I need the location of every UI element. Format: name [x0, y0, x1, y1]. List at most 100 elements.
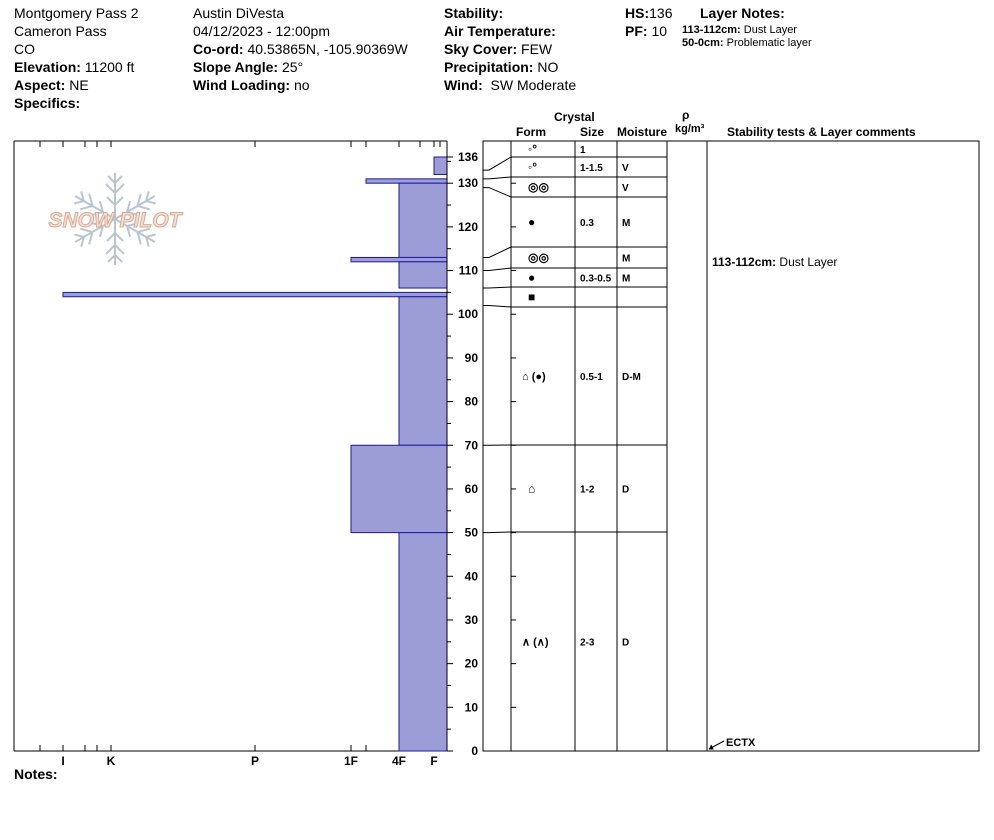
layer-moisture: V — [622, 183, 629, 194]
stability-test-label: ECTX — [726, 737, 756, 749]
layer-table-frame — [482, 140, 980, 752]
layer-connector — [483, 246, 512, 258]
layer-form-glyph: ■ — [528, 290, 535, 304]
layer-form-glyph: ⌂ — [528, 482, 535, 496]
hardness-tick-label: 4F — [392, 754, 406, 768]
density-unit-header: kg/m³ — [675, 123, 705, 135]
depth-tick-label: 0 — [471, 744, 478, 758]
pf-row: PF: 10 — [625, 23, 668, 39]
layer-comment-text: Dust Layer — [776, 255, 837, 269]
layer-size: 1-2 — [580, 485, 595, 496]
layer-comment: 113-112cm: Dust Layer — [712, 255, 837, 269]
comments-header: Stability tests & Layer comments — [727, 125, 916, 139]
depth-tick-label: 40 — [465, 569, 479, 583]
layer-form-glyph: ◎◎ — [528, 251, 549, 265]
layer-size: 1-1.5 — [580, 163, 603, 174]
layer-size: 2-3 — [580, 638, 595, 649]
depth-tick-label: 70 — [465, 438, 479, 452]
depth-tick-label: 100 — [458, 307, 478, 321]
sky-row: Sky Cover: FEW — [444, 41, 553, 57]
layer-moisture: M — [622, 254, 630, 265]
site-area: Cameron Pass — [14, 23, 107, 39]
layer-moisture: M — [622, 274, 630, 285]
depth-tick-label: 60 — [465, 482, 479, 496]
snowflake-arm — [105, 173, 125, 219]
air-temp-row: Air Temperature: — [444, 23, 556, 39]
notes-label: Notes: — [14, 766, 58, 782]
hardness-tick-label: K — [107, 754, 116, 768]
datetime: 04/12/2023 - 12:00pm — [193, 23, 330, 39]
hs-row: HS:136 — [625, 5, 673, 21]
layer-moisture: M — [622, 218, 630, 229]
layer-moisture: D-M — [622, 372, 641, 383]
hardness-tick-label: I — [61, 754, 64, 768]
hardness-bar — [398, 261, 448, 289]
snowpilot-logo: SNOW PILOT — [48, 173, 184, 265]
hardness-tick-label: 1F — [344, 754, 358, 768]
hardness-tick-label: P — [251, 754, 259, 768]
layer-connector — [483, 156, 512, 171]
layer-connector — [483, 267, 512, 272]
aspect-row: Aspect: NE — [14, 77, 89, 93]
snowflake-arm — [74, 191, 116, 220]
hardness-bar — [62, 291, 448, 298]
depth-tick-label: 50 — [465, 526, 479, 540]
layer-moisture: D — [622, 638, 629, 649]
snowflake-arm — [105, 219, 125, 265]
layer-connector — [483, 286, 512, 289]
size-header: Size — [580, 125, 605, 139]
hardness-bar — [350, 444, 448, 534]
hardness-bar — [398, 532, 448, 752]
layer-connector — [483, 305, 512, 308]
snowflake-arm — [114, 218, 156, 247]
crystal-header: Crystal — [554, 110, 595, 124]
slope-row: Slope Angle: 25° — [193, 59, 304, 75]
hardness-bar — [365, 178, 448, 184]
layer-connector — [483, 176, 512, 180]
layer-notes-label: Layer Notes: — [700, 5, 785, 21]
form-header: Form — [516, 125, 546, 139]
depth-tick-label: 90 — [465, 351, 479, 365]
snowflake-arm — [114, 191, 156, 220]
coord-row: Co-ord: 40.53865N, -105.90369W — [193, 41, 408, 57]
stability-test-arrowhead — [709, 744, 714, 750]
hardness-bar — [350, 256, 448, 263]
layer-note-1: 113-112cm: Dust Layer — [682, 24, 797, 36]
depth-tick-label: 10 — [465, 700, 479, 714]
rho-header: ρ — [682, 108, 690, 122]
depth-tick-label: 130 — [458, 176, 478, 190]
layer-form-glyph: ⌂ (●) — [522, 371, 546, 383]
hardness-tick-label: F — [430, 754, 437, 768]
layer-size: 1 — [580, 145, 586, 156]
site-state: CO — [14, 41, 35, 57]
layer-form-glyph: ◦° — [528, 142, 537, 156]
layer-size: 0.3 — [580, 218, 594, 229]
layer-form-glyph: ● — [528, 215, 535, 229]
layer-moisture: V — [622, 163, 629, 174]
elevation-row: Elevation: 11200 ft — [14, 59, 135, 75]
site-name: Montgomery Pass 2 — [14, 5, 139, 21]
layer-note-2: 50-0cm: Problematic layer — [682, 37, 812, 49]
logo-text: SNOW PILOT — [49, 209, 184, 232]
depth-tick-label: 110 — [459, 264, 479, 278]
depth-tick-label: 120 — [458, 220, 478, 234]
layer-form-glyph: ◦° — [528, 160, 537, 174]
layer-moisture: D — [622, 485, 629, 496]
layer-form-glyph: ◎◎ — [528, 180, 549, 194]
depth-tick-label: 20 — [465, 657, 479, 671]
hardness-bar — [433, 156, 448, 175]
layer-connector — [483, 531, 512, 534]
precip-row: Precipitation: NO — [444, 59, 559, 75]
moisture-header: Moisture — [617, 125, 668, 139]
layer-comment-range: 113-112cm: — [712, 255, 776, 269]
stability-row: Stability: — [444, 5, 504, 21]
observer: Austin DiVesta — [193, 5, 285, 21]
depth-tick-label: 30 — [465, 613, 479, 627]
specifics-row: Specifics: — [14, 95, 81, 111]
layer-size: 0.3-0.5 — [580, 274, 612, 285]
depth-tick-label: 136 — [458, 150, 478, 164]
hardness-bar — [398, 182, 448, 258]
wind-loading-row: Wind Loading: no — [193, 77, 310, 93]
layer-connector — [483, 187, 512, 198]
